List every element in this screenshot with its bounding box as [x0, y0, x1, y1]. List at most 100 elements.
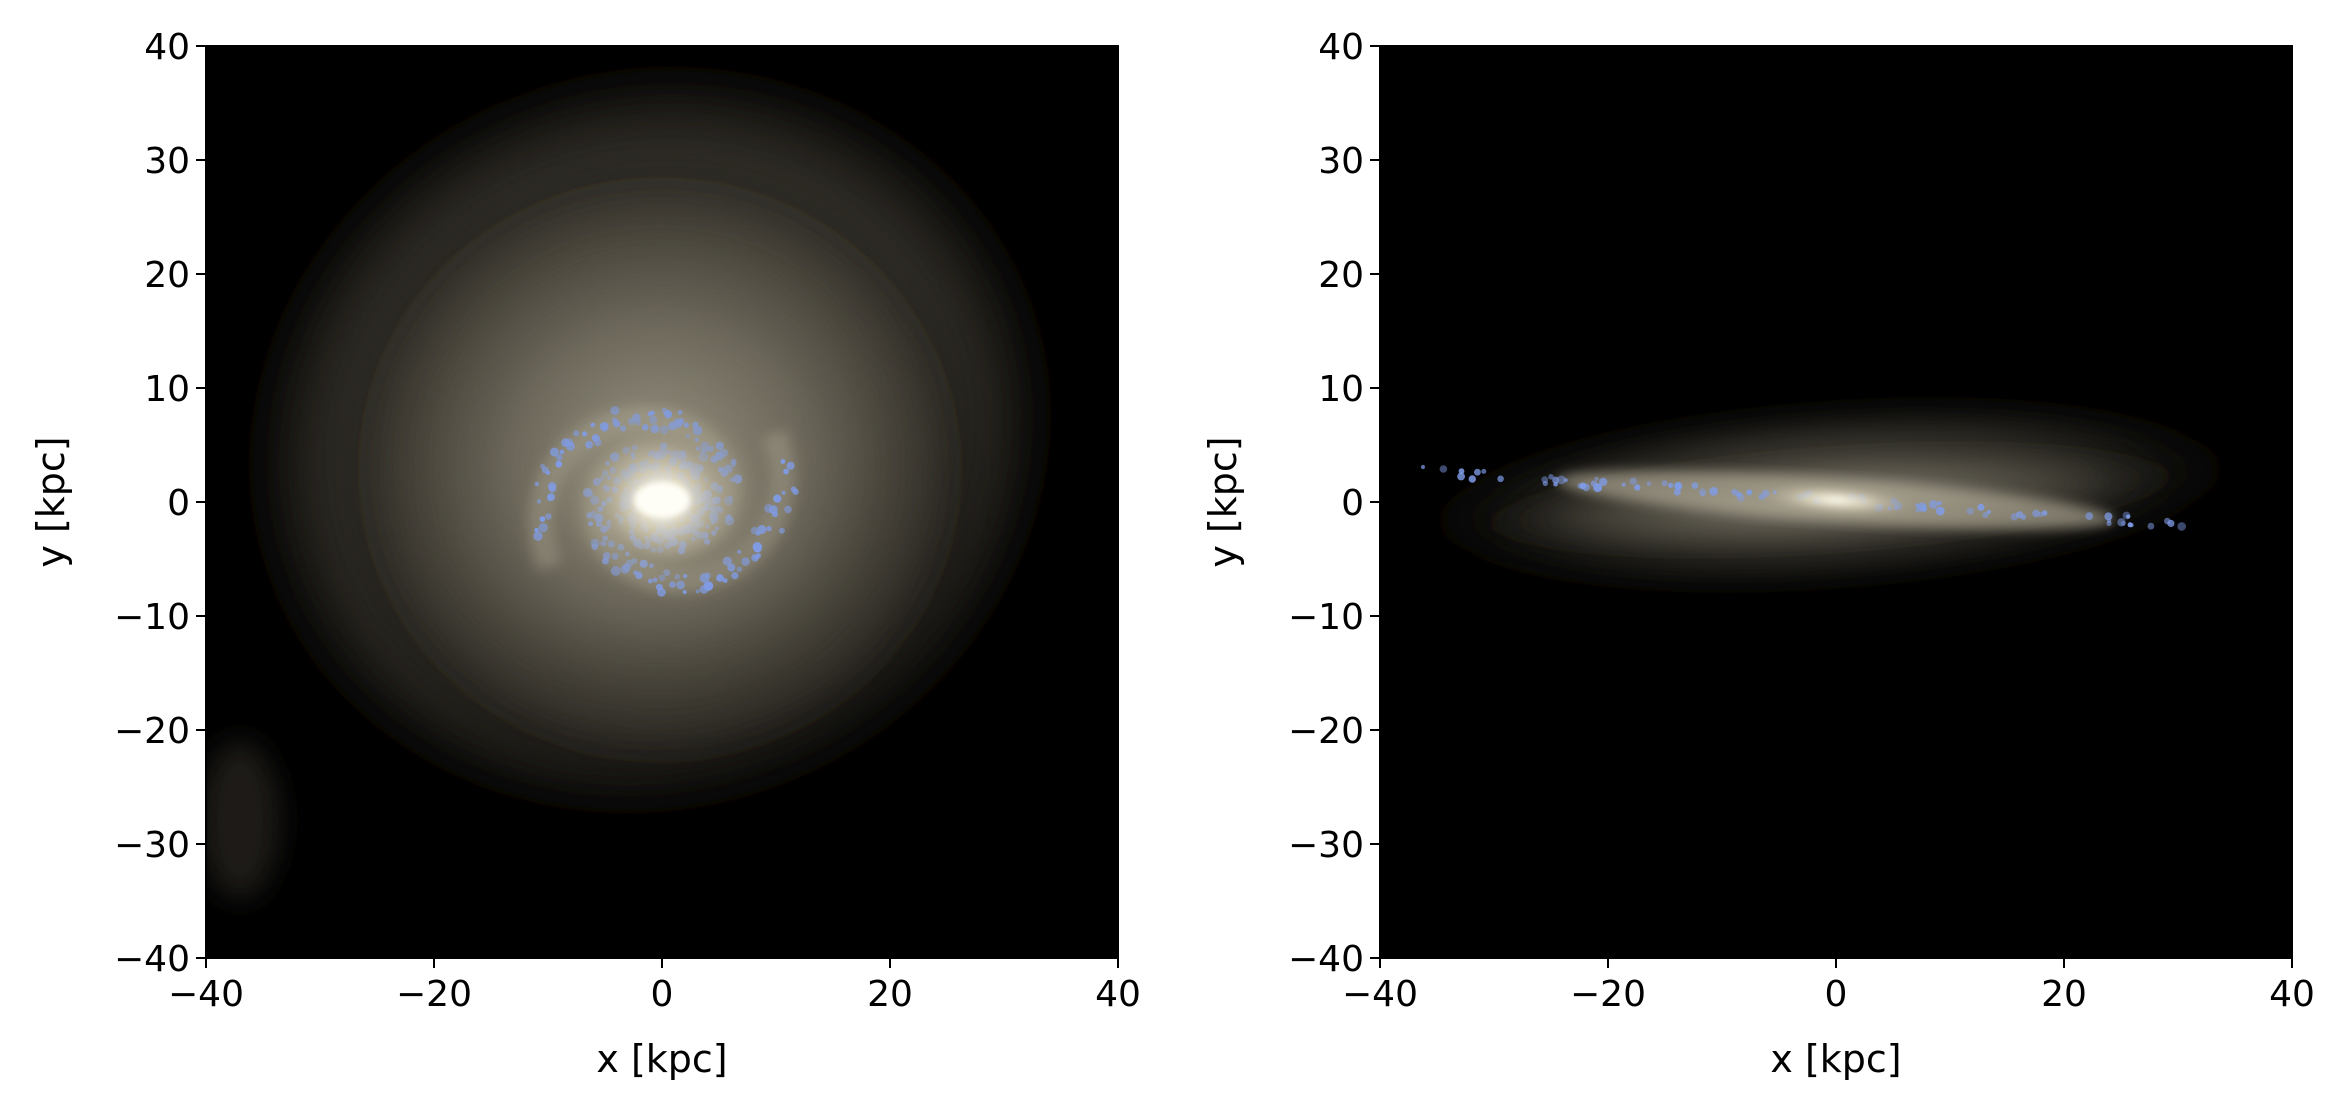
young-star — [1594, 476, 1599, 481]
young-star — [1977, 503, 1985, 511]
young-star — [1552, 476, 1560, 484]
right-y-tick-label: −30 — [1288, 825, 1364, 866]
young-star — [545, 513, 552, 520]
young-star — [1668, 482, 1674, 488]
young-star — [1458, 468, 1465, 475]
left-axes: −40 −20 0 20 40 −40 −30 −20 −10 0 10 20 30 40 — [114, 27, 1141, 1015]
young-star — [559, 449, 565, 455]
right-x-tick-label: −40 — [1342, 974, 1418, 1015]
young-star — [2107, 518, 2112, 524]
left-y-tick-label: 20 — [144, 255, 190, 296]
young-star — [781, 490, 786, 495]
young-star — [2032, 509, 2040, 518]
right-y-axis-label: y [kpc] — [1201, 436, 1245, 567]
young-star — [541, 466, 549, 474]
young-star — [2020, 514, 2027, 520]
young-star — [1986, 509, 1991, 515]
left-y-tick-label: −40 — [114, 939, 190, 980]
young-star — [1736, 493, 1745, 502]
young-star — [1709, 486, 1718, 496]
young-star — [536, 499, 542, 504]
young-star — [2177, 522, 2186, 531]
young-star — [547, 494, 554, 501]
young-star — [549, 447, 559, 457]
right-y-tick-label: 0 — [1341, 483, 1364, 524]
young-star — [783, 468, 789, 475]
young-star — [2104, 512, 2113, 521]
right-x-axis-label: x [kpc] — [1770, 1037, 1901, 1081]
young-star — [1468, 475, 1477, 483]
young-star — [1629, 477, 1637, 485]
young-star — [533, 531, 543, 541]
young-star — [1700, 491, 1706, 497]
right-y-tick-label: 10 — [1318, 369, 1364, 410]
left-y-axis-label: y [kpc] — [29, 436, 73, 567]
right-x-tick-label: 0 — [1825, 974, 1848, 1015]
left-y-tick-label: −30 — [114, 825, 190, 866]
young-star — [731, 572, 739, 580]
young-star — [534, 528, 539, 533]
left-y-tick-label: 10 — [144, 369, 190, 410]
right-y-tick-label: −40 — [1288, 939, 1364, 980]
young-star — [2126, 514, 2131, 519]
young-star — [1420, 464, 1426, 470]
right-y-tick-label: 20 — [1318, 255, 1364, 296]
young-star — [610, 406, 620, 416]
left-y-tick-label: 40 — [144, 27, 190, 68]
young-star — [539, 516, 546, 522]
left-x-tick-label: 0 — [651, 974, 674, 1015]
young-star — [1563, 478, 1568, 483]
young-star — [1481, 468, 1487, 474]
young-star — [1929, 500, 1938, 509]
young-star — [1646, 481, 1652, 487]
right-y-tick-label: −10 — [1288, 597, 1364, 638]
left-x-axis-label: x [kpc] — [596, 1037, 727, 1081]
left-x-tick-label: 40 — [1095, 974, 1141, 1015]
right-y-tick-label: 30 — [1318, 141, 1364, 182]
young-star — [784, 505, 792, 514]
young-star — [1736, 492, 1742, 498]
young-star — [2120, 521, 2126, 526]
young-star — [780, 459, 786, 464]
left-x-tick-label: −40 — [168, 974, 244, 1015]
young-star — [1577, 483, 1583, 489]
left-y-tick-label: 30 — [144, 141, 190, 182]
right-x-tick-label: 20 — [2041, 974, 2087, 1015]
young-star — [1634, 484, 1641, 491]
left-galaxy-image — [206, 46, 1086, 900]
left-y-tick-label: −20 — [114, 711, 190, 752]
young-star — [1691, 482, 1699, 489]
young-star — [1556, 475, 1566, 485]
young-star — [1590, 480, 1598, 487]
young-star — [786, 461, 795, 470]
young-star — [1673, 488, 1681, 496]
young-star — [1439, 465, 1448, 473]
young-star — [1731, 488, 1737, 495]
right-y-tick-label: −20 — [1288, 711, 1364, 752]
young-star — [1675, 482, 1682, 490]
left-x-tick-label: −20 — [396, 974, 472, 1015]
left-x-tick-label: 20 — [867, 974, 913, 1015]
young-star — [1497, 475, 1504, 483]
right-x-tick-label: −20 — [1570, 974, 1646, 1015]
young-star — [1582, 483, 1590, 492]
left-y-tick-label: −10 — [114, 597, 190, 638]
young-star — [1457, 472, 1465, 481]
right-axes: −40 −20 0 20 40 −40 −30 −20 −10 0 10 20 30 40 — [1288, 27, 2315, 1015]
young-star — [1548, 474, 1554, 480]
young-star — [2085, 512, 2094, 520]
young-star — [722, 578, 728, 583]
young-star — [1621, 482, 1626, 487]
young-star — [695, 589, 700, 594]
young-star — [534, 481, 540, 487]
young-star — [1966, 507, 1974, 515]
young-star — [1937, 501, 1942, 506]
young-star — [778, 527, 785, 534]
young-star — [756, 553, 761, 558]
young-star — [2127, 522, 2133, 528]
right-y-tick-label: 40 — [1318, 27, 1364, 68]
young-star — [573, 430, 580, 437]
right-galaxy-image — [1380, 390, 2289, 600]
young-star — [773, 494, 782, 503]
